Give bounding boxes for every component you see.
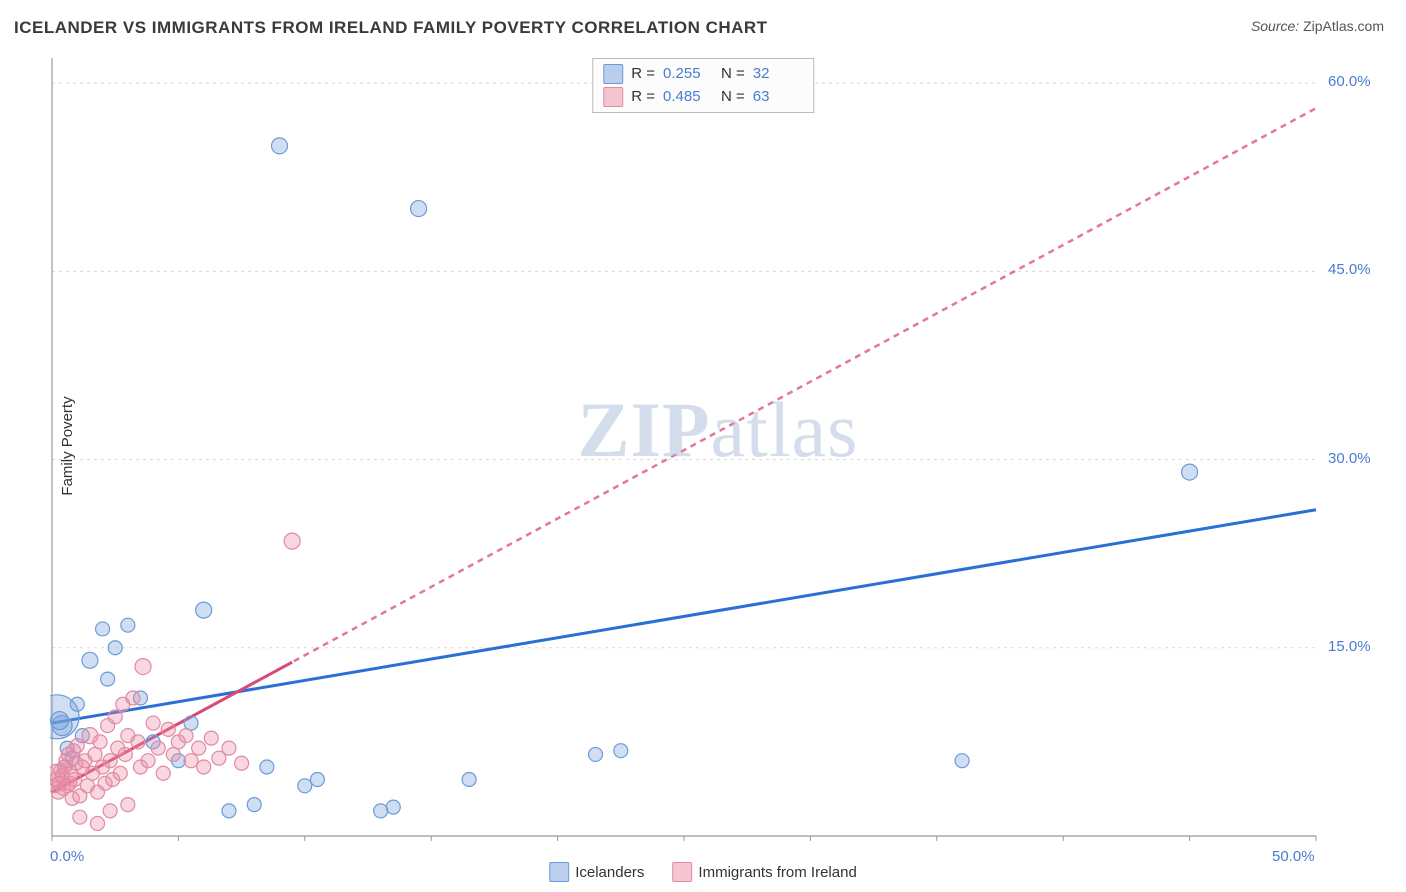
legend-label-ireland: Immigrants from Ireland	[698, 864, 856, 881]
stat-r-label: R =	[631, 63, 655, 86]
source-value: ZipAtlas.com	[1303, 18, 1384, 34]
stats-row-icelanders: R = 0.255 N = 32	[603, 63, 803, 86]
legend-swatch-ireland	[672, 862, 692, 882]
legend-label-icelanders: Icelanders	[575, 864, 644, 881]
stat-n-label: N =	[721, 86, 745, 109]
stat-n-label: N =	[721, 63, 745, 86]
stat-n-value-ireland: 63	[753, 86, 803, 109]
y-tick-15: 15.0%	[1328, 638, 1371, 655]
legend-item-icelanders: Icelanders	[549, 862, 644, 882]
stat-r-value-ireland: 0.485	[663, 86, 713, 109]
chart-container: ICELANDER VS IMMIGRANTS FROM IRELAND FAM…	[0, 0, 1406, 892]
plot-area: ZIPatlas	[50, 50, 1386, 842]
scatter-plot-svg	[50, 50, 1386, 842]
stat-r-label: R =	[631, 86, 655, 109]
stats-legend: R = 0.255 N = 32 R = 0.485 N = 63	[592, 58, 814, 113]
stat-n-value-icelanders: 32	[753, 63, 803, 86]
legend-swatch-icelanders	[549, 862, 569, 882]
y-tick-30: 30.0%	[1328, 450, 1371, 467]
legend-swatch-icelanders	[603, 64, 623, 84]
stat-r-value-icelanders: 0.255	[663, 63, 713, 86]
source-label: Source:	[1251, 18, 1299, 34]
legend-item-ireland: Immigrants from Ireland	[672, 862, 856, 882]
source-attribution: Source: ZipAtlas.com	[1251, 18, 1384, 34]
chart-title: ICELANDER VS IMMIGRANTS FROM IRELAND FAM…	[14, 18, 768, 38]
stats-row-ireland: R = 0.485 N = 63	[603, 86, 803, 109]
x-tick-min: 0.0%	[50, 848, 84, 865]
legend-swatch-ireland	[603, 87, 623, 107]
y-tick-60: 60.0%	[1328, 73, 1371, 90]
y-tick-45: 45.0%	[1328, 261, 1371, 278]
x-tick-max: 50.0%	[1272, 848, 1315, 865]
series-legend: Icelanders Immigrants from Ireland	[549, 862, 857, 882]
